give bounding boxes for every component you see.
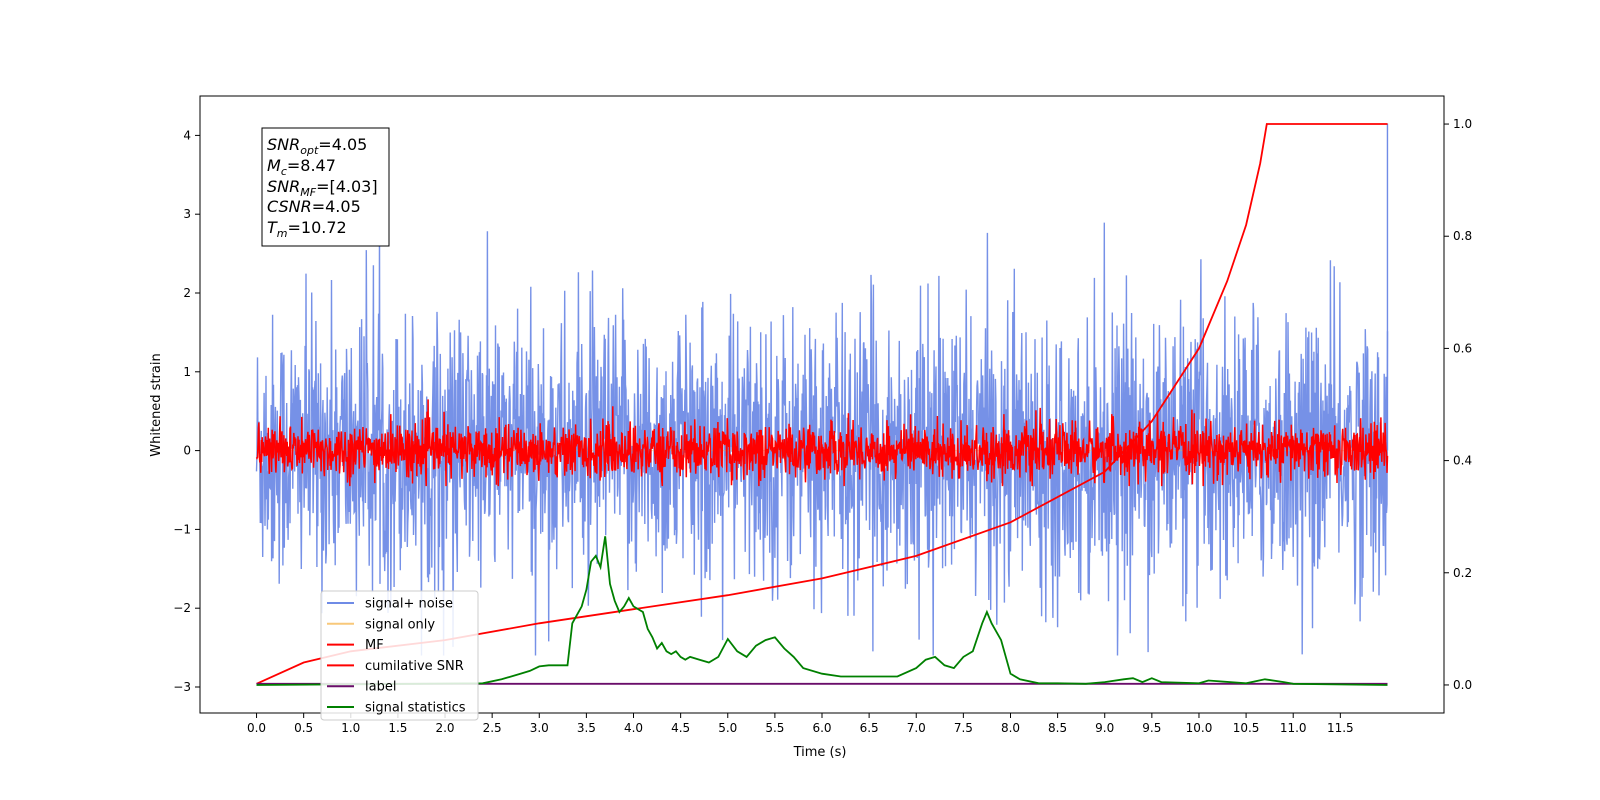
x-tick-label: 2.5 [483,721,502,735]
x-tick-label: 0.0 [247,721,266,735]
y-left-tick-label: 2 [183,286,191,300]
x-tick-label: 1.0 [341,721,360,735]
y-left-tick-label: 3 [183,207,191,221]
y-left-tick-label: −3 [173,680,191,694]
x-tick-label: 4.0 [624,721,643,735]
annotation-mc: Mc=8.47 [267,156,336,178]
x-tick-label: 10.5 [1233,721,1260,735]
annotation-csnr: CSNR=4.05 [267,197,361,216]
series-signal-statistics [256,536,1388,686]
series-signal-noise [255,222,1389,656]
y-axis-label: Whitened strain [149,353,164,456]
x-tick-label: 11.0 [1280,721,1307,735]
x-tick-label: 9.0 [1095,721,1114,735]
legend: signal+ noise signal only MF cumilative SNR… [320,590,479,721]
y-left-tick-label: −2 [173,601,191,615]
x-tick-label: 4.5 [671,721,690,735]
x-tick-label: 0.5 [294,721,313,735]
y-left-tick-label: 1 [183,365,191,379]
series-mf [255,399,1389,487]
legend-frame [320,590,479,721]
annotation-tm: Tm=10.72 [267,218,347,240]
x-tick-label: 11.5 [1327,721,1354,735]
y-left-tick-label: 0 [183,444,191,458]
x-tick-label: 3.0 [530,721,549,735]
x-tick-label: 7.0 [907,721,926,735]
y-left-tick-label: 4 [183,128,191,142]
annotation-snr-opt: SNRopt=4.05 [267,135,367,157]
legend-label: label [365,680,396,695]
x-tick-label: 8.0 [1001,721,1020,735]
x-tick-label: 9.5 [1142,721,1161,735]
x-tick-label: 5.5 [765,721,784,735]
stats-annotation: SNRopt=4.05 Mc=8.47 SNRMF=[4.03] CSNR=4.… [261,127,390,247]
y-right-tick-label: 0.8 [1453,229,1472,243]
x-tick-label: 2.0 [435,721,454,735]
x-tick-label: 8.5 [1048,721,1067,735]
annotation-snr-mf: SNRMF=[4.03] [267,177,378,199]
annotation-box [261,127,390,247]
y-axis-left: 4 3 2 1 0 −1 −2 −3 [173,128,200,694]
legend-label: cumilative SNR [365,659,464,674]
y-axis-right: 1.0 0.8 0.6 0.4 0.2 0.0 [1444,117,1472,692]
legend-label: signal statistics [365,701,466,716]
legend-label: signal+ noise [365,597,453,612]
legend-label: MF [365,638,384,653]
x-tick-label: 1.5 [388,721,407,735]
y-right-tick-label: 1.0 [1453,117,1472,131]
series-layer [255,123,1389,686]
x-axis-label: Time (s) [793,745,847,760]
x-axis: 0.0 0.5 1.0 1.5 2.0 2.5 3.0 3.5 4.0 4.5 5.0 5.5 6.0 6… [247,713,1354,735]
y-right-tick-label: 0.6 [1453,341,1472,355]
x-tick-label: 10.0 [1186,721,1213,735]
x-tick-label: 7.5 [954,721,973,735]
y-left-tick-label: −1 [173,522,191,536]
x-tick-label: 5.0 [718,721,737,735]
x-tick-label: 6.0 [812,721,831,735]
y-right-tick-label: 0.4 [1453,454,1472,468]
x-tick-label: 6.5 [860,721,879,735]
y-right-tick-label: 0.2 [1453,566,1472,580]
legend-label: signal only [365,617,435,632]
x-tick-label: 3.5 [577,721,596,735]
y-right-tick-label: 0.0 [1453,678,1472,692]
